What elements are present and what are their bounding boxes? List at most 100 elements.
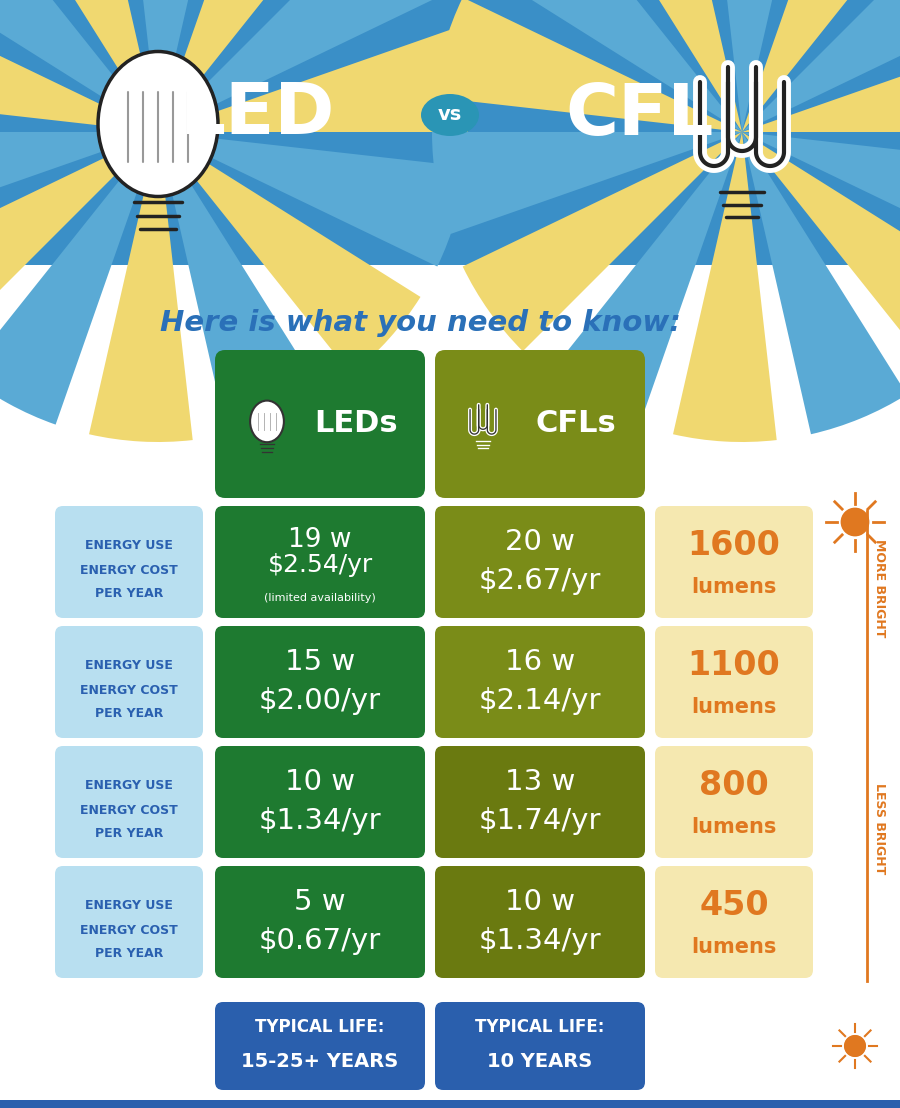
FancyBboxPatch shape (435, 626, 645, 738)
Text: PER YEAR: PER YEAR (94, 947, 163, 960)
Text: (limited availability): (limited availability) (264, 593, 376, 603)
Wedge shape (158, 132, 323, 434)
Text: 450: 450 (699, 889, 769, 922)
FancyBboxPatch shape (435, 350, 645, 497)
Text: vs: vs (438, 105, 462, 124)
Text: ENERGY USE: ENERGY USE (86, 899, 173, 912)
Wedge shape (89, 132, 193, 442)
Wedge shape (0, 0, 158, 132)
Text: CFL: CFL (565, 81, 714, 150)
Text: $2.00/yr: $2.00/yr (259, 687, 381, 715)
Text: PER YEAR: PER YEAR (94, 707, 163, 720)
FancyBboxPatch shape (55, 626, 203, 738)
Text: ENERGY USE: ENERGY USE (86, 658, 173, 671)
FancyBboxPatch shape (435, 1002, 645, 1090)
Text: $1.34/yr: $1.34/yr (258, 807, 382, 835)
Text: 13 w: 13 w (505, 768, 575, 796)
Wedge shape (158, 132, 466, 267)
FancyBboxPatch shape (655, 626, 813, 738)
Wedge shape (0, 132, 158, 351)
FancyBboxPatch shape (215, 626, 425, 738)
FancyBboxPatch shape (435, 866, 645, 978)
Text: TYPICAL LIFE:: TYPICAL LIFE: (256, 1017, 384, 1036)
Wedge shape (123, 0, 227, 132)
FancyBboxPatch shape (55, 506, 203, 618)
Text: 1100: 1100 (688, 648, 780, 681)
Text: lumens: lumens (691, 576, 777, 596)
Text: ENERGY COST: ENERGY COST (80, 685, 178, 697)
FancyBboxPatch shape (215, 866, 425, 978)
Wedge shape (0, 0, 158, 132)
Text: 5 w: 5 w (294, 888, 346, 916)
Bar (0, 1100, 900, 1108)
Circle shape (845, 1036, 865, 1056)
Wedge shape (463, 132, 742, 351)
Wedge shape (158, 30, 468, 132)
Text: 16 w: 16 w (505, 648, 575, 676)
Text: $2.14/yr: $2.14/yr (479, 687, 601, 715)
Ellipse shape (250, 401, 284, 442)
Text: $2.54/yr: $2.54/yr (267, 553, 373, 577)
Wedge shape (742, 132, 900, 434)
FancyBboxPatch shape (215, 506, 425, 618)
Text: 15 w: 15 w (285, 648, 356, 676)
Text: CFLs: CFLs (536, 410, 617, 439)
Text: lumens: lumens (691, 936, 777, 956)
Text: 15-25+ YEARS: 15-25+ YEARS (241, 1053, 399, 1071)
FancyBboxPatch shape (655, 866, 813, 978)
Wedge shape (742, 132, 900, 375)
Wedge shape (742, 0, 900, 132)
Wedge shape (158, 0, 351, 132)
Text: MORE BRIGHT: MORE BRIGHT (872, 540, 886, 637)
Wedge shape (0, 0, 158, 132)
Wedge shape (742, 132, 900, 267)
Wedge shape (673, 132, 777, 442)
Wedge shape (480, 0, 742, 132)
Ellipse shape (98, 51, 218, 196)
Text: lumens: lumens (691, 817, 777, 837)
FancyBboxPatch shape (55, 866, 203, 978)
Text: LED: LED (180, 81, 335, 150)
Text: TYPICAL LIFE:: TYPICAL LIFE: (475, 1017, 605, 1036)
Wedge shape (549, 132, 742, 424)
Wedge shape (158, 132, 420, 375)
Wedge shape (434, 0, 742, 132)
Text: ENERGY COST: ENERGY COST (80, 804, 178, 818)
Text: 20 w: 20 w (505, 527, 575, 556)
Text: 10 YEARS: 10 YEARS (488, 1053, 592, 1071)
FancyBboxPatch shape (55, 746, 203, 858)
Bar (0, 0, 900, 265)
Circle shape (842, 509, 868, 535)
Wedge shape (0, 132, 158, 235)
Wedge shape (158, 0, 437, 132)
Text: LESS BRIGHT: LESS BRIGHT (872, 782, 886, 874)
Text: ENERGY COST: ENERGY COST (80, 564, 178, 577)
Text: PER YEAR: PER YEAR (94, 827, 163, 840)
FancyBboxPatch shape (215, 746, 425, 858)
Wedge shape (742, 0, 900, 132)
Text: 10 w: 10 w (505, 888, 575, 916)
Text: LEDs: LEDs (314, 410, 398, 439)
Text: 1600: 1600 (688, 529, 780, 562)
Text: 800: 800 (699, 769, 769, 802)
Text: PER YEAR: PER YEAR (94, 587, 163, 599)
FancyBboxPatch shape (655, 746, 813, 858)
Text: $0.67/yr: $0.67/yr (259, 927, 381, 955)
Text: Here is what you need to know:: Here is what you need to know: (159, 309, 680, 337)
Text: $1.74/yr: $1.74/yr (479, 807, 601, 835)
Text: 10 w: 10 w (285, 768, 356, 796)
Wedge shape (577, 0, 742, 132)
Text: ENERGY USE: ENERGY USE (86, 779, 173, 792)
FancyBboxPatch shape (435, 506, 645, 618)
FancyBboxPatch shape (215, 350, 425, 497)
Text: $1.34/yr: $1.34/yr (479, 927, 601, 955)
Wedge shape (707, 0, 811, 132)
Ellipse shape (421, 94, 479, 136)
FancyBboxPatch shape (435, 746, 645, 858)
FancyBboxPatch shape (215, 1002, 425, 1090)
Wedge shape (432, 132, 742, 235)
Text: 19 w: 19 w (288, 526, 352, 553)
Text: lumens: lumens (691, 697, 777, 717)
Wedge shape (742, 30, 900, 132)
Wedge shape (0, 132, 158, 424)
